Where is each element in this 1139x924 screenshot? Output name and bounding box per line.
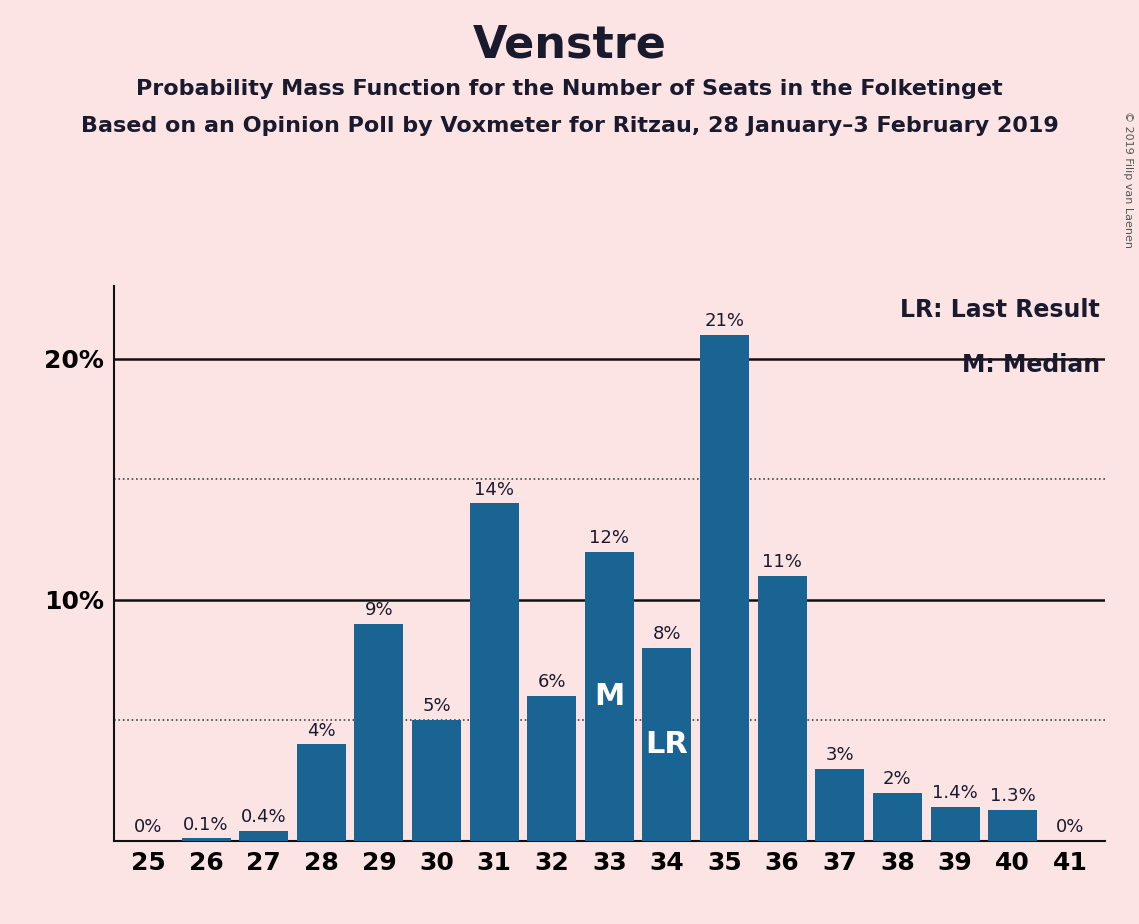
- Text: Probability Mass Function for the Number of Seats in the Folketinget: Probability Mass Function for the Number…: [137, 79, 1002, 99]
- Text: 0%: 0%: [1056, 818, 1084, 836]
- Text: 12%: 12%: [589, 529, 630, 547]
- Bar: [700, 334, 749, 841]
- Bar: [469, 504, 518, 841]
- Text: 0.4%: 0.4%: [240, 808, 287, 826]
- Text: 0.1%: 0.1%: [183, 816, 229, 833]
- Text: 4%: 4%: [308, 722, 336, 739]
- Text: LR: LR: [646, 730, 688, 759]
- Bar: [354, 624, 403, 841]
- Bar: [181, 838, 230, 841]
- Bar: [872, 793, 921, 841]
- Text: Based on an Opinion Poll by Voxmeter for Ritzau, 28 January–3 February 2019: Based on an Opinion Poll by Voxmeter for…: [81, 116, 1058, 136]
- Text: 5%: 5%: [423, 698, 451, 715]
- Bar: [989, 809, 1038, 841]
- Text: 8%: 8%: [653, 626, 681, 643]
- Bar: [297, 745, 346, 841]
- Text: M: M: [595, 682, 624, 711]
- Bar: [642, 648, 691, 841]
- Text: 14%: 14%: [474, 480, 514, 499]
- Bar: [239, 832, 288, 841]
- Text: 21%: 21%: [705, 311, 745, 330]
- Text: 0%: 0%: [134, 818, 163, 836]
- Text: 1.4%: 1.4%: [932, 784, 978, 802]
- Text: 3%: 3%: [826, 746, 854, 764]
- Text: M: Median: M: Median: [961, 353, 1100, 377]
- Bar: [412, 721, 461, 841]
- Bar: [816, 769, 865, 841]
- Text: Venstre: Venstre: [473, 23, 666, 67]
- Bar: [931, 807, 980, 841]
- Text: LR: Last Result: LR: Last Result: [900, 298, 1100, 322]
- Bar: [585, 552, 633, 841]
- Bar: [527, 696, 576, 841]
- Text: 9%: 9%: [364, 602, 393, 619]
- Bar: [757, 576, 806, 841]
- Text: 1.3%: 1.3%: [990, 786, 1035, 805]
- Text: © 2019 Filip van Laenen: © 2019 Filip van Laenen: [1123, 111, 1133, 248]
- Text: 2%: 2%: [883, 770, 911, 788]
- Text: 11%: 11%: [762, 553, 802, 571]
- Text: 6%: 6%: [538, 674, 566, 691]
